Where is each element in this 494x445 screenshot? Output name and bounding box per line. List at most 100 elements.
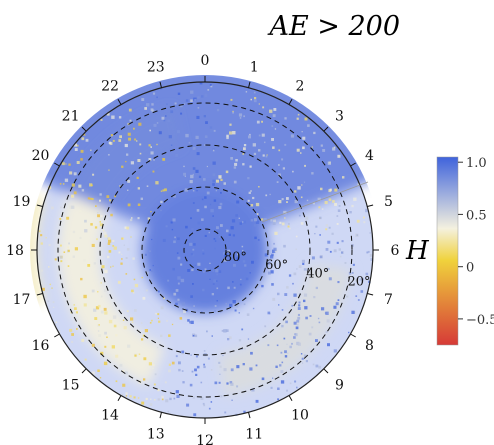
speckle <box>276 181 279 183</box>
speckle <box>322 149 326 152</box>
speckle <box>178 361 181 365</box>
speckle <box>79 236 82 239</box>
speckle <box>72 230 76 234</box>
speckle <box>84 229 88 233</box>
speckle <box>336 223 339 225</box>
speckle <box>312 363 315 366</box>
speckle <box>184 175 186 177</box>
speckle <box>278 164 280 166</box>
speckle <box>231 399 233 401</box>
speckle <box>108 141 112 144</box>
speckle <box>167 410 169 413</box>
speckle <box>236 305 239 308</box>
speckle <box>279 364 282 367</box>
speckle <box>183 165 185 168</box>
speckle <box>297 313 300 316</box>
speckle <box>148 158 152 161</box>
speckle <box>234 162 238 166</box>
speckle <box>53 322 57 326</box>
colorbar-tick-label: 1.0 <box>466 156 487 171</box>
speckle <box>337 154 341 158</box>
speckle <box>238 113 243 117</box>
mlt-label-13: 13 <box>147 427 165 443</box>
speckle <box>284 293 288 296</box>
speckle <box>226 229 229 233</box>
speckle <box>315 286 318 290</box>
speckle <box>218 236 221 238</box>
speckle <box>203 178 206 181</box>
speckle <box>91 289 95 293</box>
speckle <box>311 326 314 329</box>
speckle <box>289 382 292 385</box>
speckle <box>83 303 87 307</box>
speckle <box>216 280 218 282</box>
speckle <box>189 321 192 324</box>
speckle <box>216 226 219 230</box>
speckle <box>325 248 329 251</box>
speckle <box>311 172 314 175</box>
speckle <box>216 287 219 290</box>
speckle <box>302 362 304 364</box>
speckle <box>274 128 277 130</box>
speckle <box>55 321 58 323</box>
speckle <box>112 239 115 242</box>
latitude-ring-60 <box>141 186 269 314</box>
speckle <box>189 383 193 387</box>
speckle <box>192 202 195 204</box>
speckle <box>281 158 284 161</box>
speckle <box>122 383 126 387</box>
speckle <box>301 357 304 360</box>
speckle <box>301 184 303 186</box>
speckle <box>229 123 232 126</box>
speckle <box>168 391 171 394</box>
speckle <box>177 237 180 241</box>
speckle <box>327 161 331 165</box>
speckle <box>212 283 215 285</box>
speckle <box>197 107 200 109</box>
speckle <box>48 244 51 247</box>
speckle <box>93 308 97 312</box>
speckle <box>232 110 234 113</box>
speckle <box>190 320 194 324</box>
speckle <box>207 89 210 91</box>
speckle <box>230 98 233 101</box>
speckle <box>252 196 255 200</box>
speckle <box>176 130 180 134</box>
speckle <box>302 146 305 150</box>
speckle <box>78 184 82 188</box>
speckle <box>117 280 121 284</box>
speckle <box>83 258 86 262</box>
speckle <box>213 199 217 202</box>
speckle <box>362 278 364 280</box>
speckle <box>192 241 195 243</box>
speckle <box>214 247 216 250</box>
speckle <box>134 354 137 357</box>
speckle <box>300 222 304 225</box>
speckle <box>171 323 174 326</box>
speckle <box>125 395 128 397</box>
speckle <box>173 195 176 198</box>
speckle <box>287 222 290 225</box>
speckle <box>212 179 216 183</box>
mlt-tick <box>323 126 329 132</box>
speckle <box>219 202 223 206</box>
latitude-label-line <box>261 181 369 223</box>
speckle <box>194 334 198 338</box>
speckle <box>250 98 252 101</box>
speckle <box>121 258 123 260</box>
speckle <box>76 328 78 330</box>
speckle <box>142 296 146 300</box>
speckle <box>229 303 233 308</box>
speckle <box>74 148 78 151</box>
speckle <box>40 269 43 272</box>
speckle <box>73 304 75 306</box>
speckle <box>190 295 193 298</box>
speckle <box>215 269 219 273</box>
speckle <box>280 351 283 354</box>
speckle <box>97 304 101 308</box>
speckle <box>121 165 124 168</box>
speckle <box>224 411 227 414</box>
speckle <box>145 289 148 292</box>
speckle <box>197 262 201 266</box>
speckle <box>250 219 254 222</box>
